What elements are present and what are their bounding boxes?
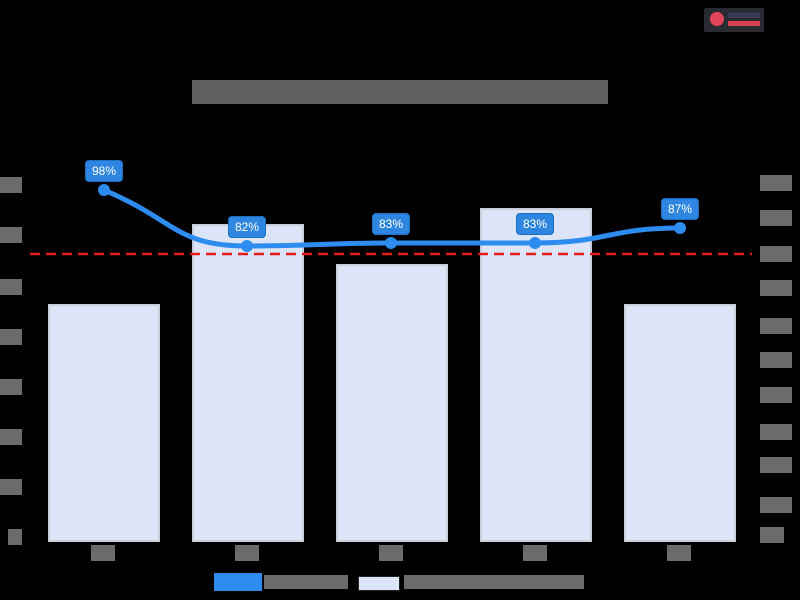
bar xyxy=(48,304,160,542)
logo-text-line xyxy=(728,13,760,18)
logo-text-line xyxy=(728,21,760,26)
x-axis-label xyxy=(523,545,547,561)
data-point xyxy=(674,222,686,234)
data-label: 87% xyxy=(660,198,700,220)
data-point xyxy=(241,240,253,252)
left-axis-label xyxy=(0,379,22,395)
left-axis-label xyxy=(0,329,22,345)
left-axis-label xyxy=(0,429,22,445)
x-axis-label xyxy=(667,545,691,561)
data-point xyxy=(98,184,110,196)
brand-logo xyxy=(704,8,764,32)
legend-swatch-bar[interactable] xyxy=(358,576,400,591)
right-axis-label xyxy=(760,210,792,226)
right-axis-label xyxy=(760,527,784,543)
bar xyxy=(192,224,304,542)
data-label: 98% xyxy=(84,160,124,182)
legend-label[interactable]: [legend obscured — line series] xyxy=(264,575,348,589)
data-label: 83% xyxy=(371,213,411,235)
right-axis-label xyxy=(760,318,792,334)
data-point xyxy=(529,237,541,249)
chart-title: [text obscured] xyxy=(192,80,608,104)
data-label: 83% xyxy=(515,213,555,235)
x-axis-label xyxy=(91,545,115,561)
right-axis-label xyxy=(760,497,792,513)
right-axis-label xyxy=(760,457,792,473)
right-axis-label xyxy=(760,246,792,262)
right-axis-label xyxy=(760,280,792,296)
left-axis-label xyxy=(0,479,22,495)
left-axis-label xyxy=(0,177,22,193)
right-axis-label xyxy=(760,424,792,440)
legend-label[interactable]: [legend obscured — bar series] xyxy=(404,575,584,589)
x-axis-label xyxy=(379,545,403,561)
bar xyxy=(480,208,592,542)
right-axis-label xyxy=(760,352,792,368)
right-axis-label xyxy=(760,387,792,403)
data-point xyxy=(385,237,397,249)
left-axis-label xyxy=(0,227,22,243)
legend-swatch-line[interactable] xyxy=(214,573,262,591)
x-axis-label xyxy=(235,545,259,561)
data-label: 82% xyxy=(227,216,267,238)
brand-logo-icon xyxy=(710,12,724,26)
left-axis-label xyxy=(0,279,22,295)
bar xyxy=(336,264,448,542)
left-axis-label xyxy=(8,529,22,545)
right-axis-label xyxy=(760,175,792,191)
bar xyxy=(624,304,736,542)
